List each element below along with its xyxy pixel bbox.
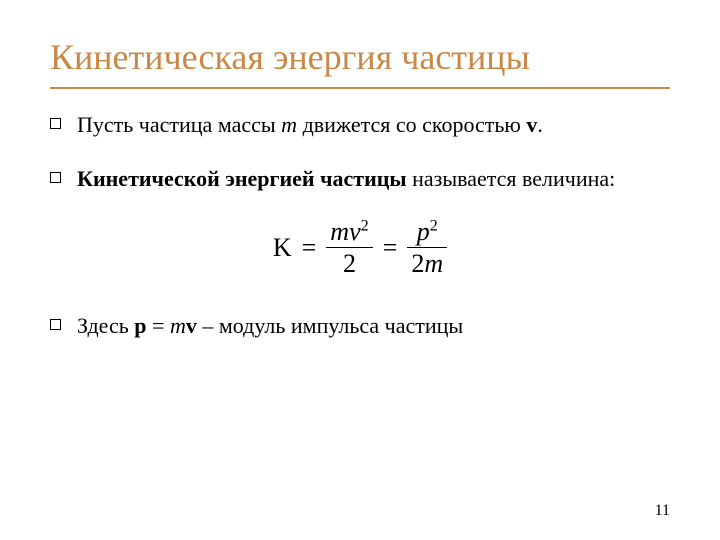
- kinetic-energy-formula: K = mv2 2 = p2 2m: [273, 218, 447, 278]
- var-m: m: [281, 112, 297, 137]
- equals-sign: =: [383, 232, 398, 265]
- var-m: m: [330, 217, 349, 246]
- var-p: p: [417, 217, 430, 246]
- text-run: Здесь: [77, 313, 134, 338]
- var-v: v: [186, 313, 197, 338]
- page-number: 11: [655, 502, 670, 520]
- exponent: 2: [361, 218, 369, 235]
- bullet-item: Здесь p = mv – модуль импульса частицы: [50, 312, 670, 340]
- bullet-marker-icon: [50, 319, 61, 330]
- bullet-item: Кинетической энергией частицы называется…: [50, 165, 670, 193]
- fraction-mv2-over-2: mv2 2: [326, 218, 372, 278]
- var-v: v: [349, 217, 361, 246]
- fraction-bar: [407, 247, 447, 248]
- denominator: 2: [339, 250, 360, 277]
- fraction-p2-over-2m: p2 2m: [407, 218, 447, 278]
- text-run: Пусть частица массы: [77, 112, 281, 137]
- slide-title: Кинетическая энергия частицы: [50, 36, 670, 79]
- slide: Кинетическая энергия частицы Пусть части…: [0, 0, 720, 540]
- var-m: m: [424, 249, 443, 278]
- bullet-text: Кинетической энергией частицы называется…: [77, 165, 670, 193]
- numerator: mv2: [326, 218, 372, 245]
- formula-block: K = mv2 2 = p2 2m: [50, 218, 670, 278]
- bullet-text: Здесь p = mv – модуль импульса частицы: [77, 312, 670, 340]
- bullet-item: Пусть частица массы m движется со скорос…: [50, 111, 670, 139]
- bullet-marker-icon: [50, 118, 61, 129]
- text-run: =: [147, 313, 170, 338]
- numerator: p2: [413, 218, 442, 245]
- var-p: p: [134, 313, 146, 338]
- bullet-marker-icon: [50, 172, 61, 183]
- text-run-bold: Кинетической энергией частицы: [77, 166, 407, 191]
- text-run: называется величина:: [407, 166, 616, 191]
- bullet-text: Пусть частица массы m движется со скорос…: [77, 111, 670, 139]
- text-run: .: [537, 112, 543, 137]
- var-m: m: [170, 313, 186, 338]
- exponent: 2: [430, 218, 438, 235]
- const-2: 2: [411, 249, 424, 278]
- formula-K: K: [273, 232, 292, 265]
- title-underline: [50, 87, 670, 89]
- text-run: – модуль импульса частицы: [197, 313, 463, 338]
- text-run: движется со скоростью: [297, 112, 526, 137]
- slide-body: Пусть частица массы m движется со скорос…: [50, 111, 670, 339]
- equals-sign: =: [302, 232, 317, 265]
- fraction-bar: [326, 247, 372, 248]
- denominator: 2m: [407, 250, 447, 277]
- var-v: v: [526, 112, 537, 137]
